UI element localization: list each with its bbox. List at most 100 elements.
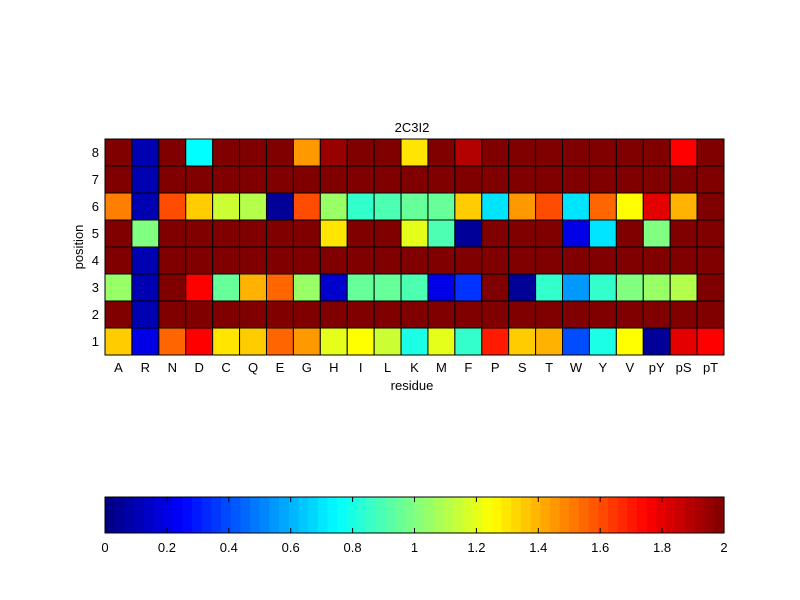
colorbar-segment (433, 497, 445, 533)
chart-title: 2C3I2 (395, 120, 430, 135)
heatmap-cell (212, 300, 241, 329)
heatmap-cell (265, 300, 294, 329)
heatmap-cell (427, 138, 456, 167)
heatmap-cell (481, 165, 510, 194)
colorbar-segment (607, 497, 619, 533)
heatmap-cell (239, 246, 267, 275)
colorbar-tick-label: 0.6 (282, 540, 300, 555)
heatmap-cell (535, 165, 564, 194)
heatmap-cell (696, 165, 725, 194)
colorbar-segment (250, 497, 261, 533)
heatmap-cell (212, 273, 241, 302)
heatmap-cell (158, 219, 187, 248)
x-tick-label: pT (703, 360, 718, 375)
heatmap-cell (454, 246, 483, 275)
heatmap-cell (158, 300, 187, 329)
heatmap-cell (158, 165, 187, 194)
heatmap-cell (454, 219, 483, 248)
heatmap-cell (158, 246, 187, 275)
heatmap-cell (615, 327, 644, 356)
heatmap-cell (319, 327, 348, 356)
x-axis-label: residue (391, 378, 434, 393)
colorbar-segment (675, 497, 686, 533)
colorbar-segment (636, 497, 648, 533)
heatmap-cell (346, 300, 375, 329)
heatmap-cell (131, 246, 160, 275)
heatmap-cell (481, 273, 510, 302)
colorbar-segment (617, 497, 628, 533)
heatmap-cell (373, 300, 402, 329)
heatmap-cell (669, 327, 698, 356)
heatmap-cell (373, 192, 402, 221)
heatmap-cell (562, 219, 590, 248)
heatmap-cell (642, 300, 671, 329)
heatmap-cell (427, 246, 456, 275)
heatmap-cell (292, 192, 321, 221)
heatmap-cell (185, 192, 214, 221)
colorbar-segment (685, 497, 696, 533)
colorbar-segment (511, 497, 522, 533)
heatmap-cell (104, 219, 133, 248)
colorbar-segment (404, 497, 416, 533)
colorbar-tick-labels: 0 0.2 0.4 0.6 0.8 1 1.2 1.4 1.6 1.8 2 (101, 497, 728, 555)
heatmap-cell (454, 165, 483, 194)
heatmap-cell (535, 192, 564, 221)
x-tick-label: C (221, 360, 230, 375)
y-tick-label: 7 (92, 172, 99, 187)
colorbar-tick-label: 1.6 (591, 540, 609, 555)
heatmap-cell (239, 192, 267, 221)
x-tick-label: M (436, 360, 447, 375)
heatmap-cell (427, 165, 456, 194)
colorbar-segment (559, 497, 570, 533)
colorbar-segment (375, 497, 387, 533)
heatmap-cell (669, 138, 698, 167)
heatmap-cell (642, 219, 671, 248)
x-tick-label: pY (649, 360, 665, 375)
heatmap-cell (562, 138, 590, 167)
heatmap-cell (427, 327, 456, 356)
colorbar-segment (530, 497, 541, 533)
heatmap-cell (588, 300, 617, 329)
heatmap-cell (373, 246, 402, 275)
x-tick-label: I (359, 360, 363, 375)
heatmap-cell (319, 138, 348, 167)
x-tick-label: Q (248, 360, 258, 375)
x-tick-label: L (384, 360, 391, 375)
y-tick-label: 2 (92, 307, 99, 322)
heatmap-cell (185, 273, 214, 302)
heatmap-cell (588, 165, 617, 194)
x-tick-label: pS (676, 360, 692, 375)
heatmap-cell (212, 246, 241, 275)
colorbar-tick-label: 0.4 (220, 540, 238, 555)
heatmap-cell (562, 327, 590, 356)
heatmap-cell (427, 192, 456, 221)
colorbar-tick-label: 1.8 (653, 540, 671, 555)
colorbar-segment (482, 497, 493, 533)
colorbar-segment (656, 497, 667, 533)
heatmap-cell (481, 246, 510, 275)
colorbar-segment (124, 497, 135, 533)
colorbar-segment (520, 497, 532, 533)
colorbar-segment (172, 497, 183, 533)
heatmap-cell (185, 138, 214, 167)
heatmap-cell (212, 138, 241, 167)
heatmap-cell (131, 165, 160, 194)
heatmap-cell (562, 165, 590, 194)
heatmap-cell (454, 192, 483, 221)
heatmap-cell (669, 165, 698, 194)
heatmap-cell (292, 327, 321, 356)
heatmap-cell (185, 327, 214, 356)
heatmap-cell (535, 273, 564, 302)
colorbar-tick-label: 1.4 (529, 540, 547, 555)
colorbar-segment (153, 497, 164, 533)
heatmap-cell (696, 219, 725, 248)
heatmap-cell (400, 165, 429, 194)
colorbar-segment (337, 497, 348, 533)
heatmap-cell (615, 192, 644, 221)
colorbar (105, 497, 725, 533)
heatmap-cell (642, 138, 671, 167)
heatmap-cell (185, 219, 214, 248)
heatmap-cell (239, 273, 267, 302)
